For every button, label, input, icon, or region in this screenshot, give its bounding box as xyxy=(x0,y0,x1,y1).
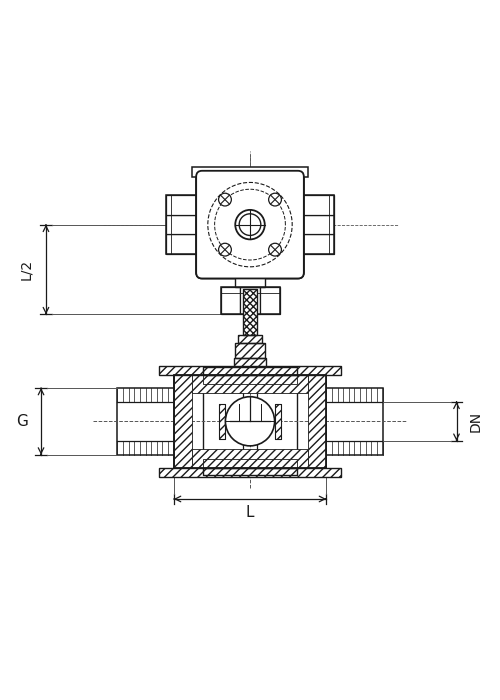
Bar xyxy=(302,195,334,215)
Bar xyxy=(260,287,280,314)
Bar xyxy=(218,404,226,439)
Bar xyxy=(198,212,202,237)
Bar xyxy=(174,374,326,468)
Bar xyxy=(117,388,174,455)
Bar xyxy=(220,287,240,314)
Bar xyxy=(236,342,265,358)
Circle shape xyxy=(268,193,281,206)
Bar xyxy=(174,374,326,468)
Bar xyxy=(166,215,198,235)
Bar xyxy=(166,195,198,254)
Bar xyxy=(204,368,296,384)
Bar xyxy=(308,374,326,468)
Circle shape xyxy=(226,397,274,446)
Text: L/2: L/2 xyxy=(20,259,34,280)
Bar xyxy=(236,342,265,358)
Bar xyxy=(159,365,341,375)
Bar xyxy=(166,234,198,254)
Circle shape xyxy=(218,193,232,206)
Bar xyxy=(240,287,260,314)
Bar xyxy=(302,234,334,254)
Bar xyxy=(236,272,265,287)
Bar xyxy=(274,404,281,439)
Bar xyxy=(192,374,308,393)
Circle shape xyxy=(239,214,261,235)
Bar xyxy=(218,404,226,439)
Text: G: G xyxy=(16,414,28,429)
Bar xyxy=(238,335,262,342)
Bar xyxy=(298,212,302,237)
Bar xyxy=(192,167,308,176)
Bar xyxy=(204,368,296,374)
Bar xyxy=(302,195,334,254)
Bar xyxy=(166,195,198,215)
Text: DN: DN xyxy=(468,411,482,432)
Bar xyxy=(204,468,296,475)
Circle shape xyxy=(218,244,232,256)
Circle shape xyxy=(236,210,265,239)
Bar xyxy=(234,358,266,365)
Circle shape xyxy=(268,244,281,256)
Text: L: L xyxy=(246,505,254,520)
Bar xyxy=(243,288,257,335)
Bar xyxy=(159,365,341,375)
Bar xyxy=(192,449,308,468)
FancyBboxPatch shape xyxy=(196,171,304,279)
Bar xyxy=(274,404,281,439)
Bar xyxy=(220,287,280,314)
Bar xyxy=(159,468,341,477)
Bar xyxy=(234,358,266,365)
FancyBboxPatch shape xyxy=(196,171,304,279)
Bar xyxy=(238,335,262,342)
Bar xyxy=(174,374,193,468)
Bar xyxy=(159,468,341,477)
Bar xyxy=(302,215,334,235)
Bar xyxy=(243,288,257,335)
Bar xyxy=(326,388,383,455)
Bar xyxy=(204,458,296,475)
